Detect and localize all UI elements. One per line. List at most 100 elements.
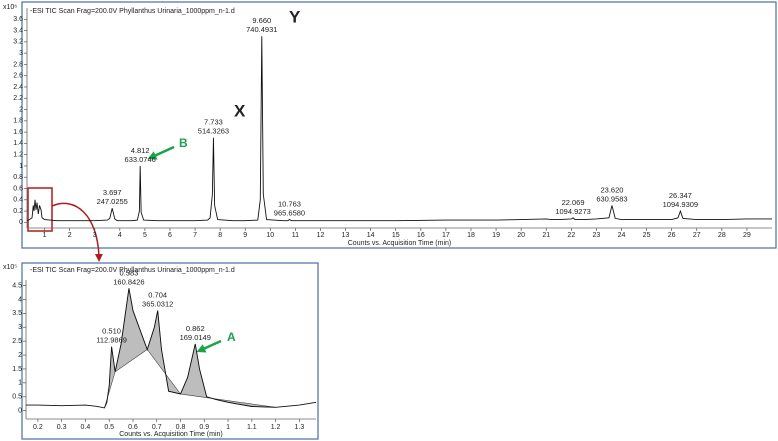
- peak-rt: 22.069: [562, 198, 585, 207]
- x-tick-label: 25: [643, 232, 651, 239]
- y-tick-label: 0.4: [13, 197, 23, 204]
- peak-mz: 633.0746: [125, 155, 156, 164]
- peak-mz: 514.3263: [198, 127, 229, 136]
- peak-mz: 365.0312: [142, 300, 173, 309]
- y-tick-label: 2: [18, 352, 22, 359]
- y-tick-label: 3.6: [13, 16, 23, 23]
- y-tick-label: 3.2: [13, 39, 23, 46]
- x-tick-label: 29: [743, 232, 751, 239]
- callout: Y: [289, 7, 301, 26]
- peak-area: [146, 310, 182, 395]
- peak-mz: 740.4931: [246, 25, 277, 34]
- y-tick-label: 1.8: [13, 118, 23, 125]
- y-tick-label: 3.5: [12, 310, 22, 317]
- peak-mz: 630.9583: [596, 194, 627, 203]
- x-axis-title: Counts vs. Acquisition Time (min): [119, 431, 222, 438]
- y-tick-label: 0.8: [13, 174, 23, 181]
- peak-rt: 10.763: [278, 200, 301, 209]
- x-tick-label: 17: [442, 232, 450, 239]
- x-tick-label: 6: [168, 232, 172, 239]
- x-tick-label: 1: [226, 424, 230, 431]
- x-tick-label: 4: [118, 232, 122, 239]
- x-tick-label: 16: [417, 232, 425, 239]
- x-tick-label: 28: [718, 232, 726, 239]
- x-tick-label: 7: [193, 232, 197, 239]
- x-tick-label: 0.6: [128, 424, 138, 431]
- zoom-box: [27, 187, 53, 232]
- main-frame: [21, 1, 777, 249]
- callout: X: [234, 101, 246, 120]
- x-tick-label: 20: [517, 232, 525, 239]
- peak-rt: 7.733: [204, 118, 223, 127]
- peak-mz: 1094.9273: [555, 207, 590, 216]
- peak-rt: 23.620: [600, 185, 623, 194]
- x-tick-label: 24: [618, 232, 626, 239]
- x-tick-label: 1: [43, 232, 47, 239]
- x-tick-label: 19: [492, 232, 500, 239]
- peak-rt: 9.660: [252, 16, 271, 25]
- chart-title: -ESI TIC Scan Frag=200.0V Phyllanthus Ur…: [30, 267, 235, 274]
- x-tick-label: 0.5: [104, 424, 114, 431]
- x-tick-label: 23: [593, 232, 601, 239]
- y-unit: x10⁶: [3, 4, 17, 11]
- trace: [26, 288, 317, 409]
- x-tick-label: 0.7: [152, 424, 162, 431]
- peak-mz: 112.9869: [96, 336, 127, 345]
- x-tick-label: 12: [317, 232, 325, 239]
- x-tick-label: 14: [367, 232, 375, 239]
- y-tick-label: 2.5: [12, 338, 22, 345]
- y-tick-label: 4: [18, 296, 22, 303]
- peak-mz: 965.6580: [274, 209, 305, 218]
- callout: A: [227, 330, 236, 344]
- y-tick-label: 0: [18, 408, 22, 415]
- y-tick-label: 0.2: [13, 208, 23, 215]
- arrow-a: [196, 339, 222, 353]
- y-tick-label: 4.5: [12, 282, 22, 289]
- peak-rt: 26.347: [669, 191, 692, 200]
- y-tick-label: 0.5: [12, 394, 22, 401]
- y-tick-label: 1.6: [13, 129, 23, 136]
- x-tick-label: 0.9: [199, 424, 209, 431]
- y-tick-label: 3: [18, 324, 22, 331]
- y-tick-label: 1: [18, 380, 22, 387]
- callout: B: [179, 136, 188, 150]
- y-unit: x10⁵: [3, 264, 17, 271]
- y-tick-label: 1.5: [12, 366, 22, 373]
- peak-rt: 0.862: [186, 324, 205, 333]
- y-tick-label: 3: [19, 50, 23, 57]
- peak-mz: 169.0149: [180, 333, 211, 342]
- y-tick-label: 1.2: [13, 152, 23, 159]
- x-tick-label: 27: [693, 232, 701, 239]
- peak-rt: 0.510: [102, 327, 121, 336]
- peak-rt: 4.812: [131, 146, 150, 155]
- y-tick-label: 2.2: [13, 95, 23, 102]
- arrow-b: [147, 145, 175, 160]
- y-tick-label: 1.4: [13, 140, 23, 147]
- peak-mz: 1094.9309: [663, 200, 698, 209]
- x-tick-label: 13: [342, 232, 350, 239]
- y-tick-label: 0: [19, 219, 23, 226]
- x-tick-label: 18: [467, 232, 475, 239]
- x-tick-label: 1.1: [247, 424, 257, 431]
- peak-rt: 3.697: [103, 188, 122, 197]
- x-tick-label: 5: [143, 232, 147, 239]
- x-tick-label: 22: [567, 232, 575, 239]
- peak-mz: 160.8426: [113, 277, 144, 286]
- x-tick-label: 10: [266, 232, 274, 239]
- x-tick-label: 11: [292, 232, 299, 239]
- x-tick-label: 1.2: [271, 424, 281, 431]
- x-tick-label: 1.3: [294, 424, 304, 431]
- y-tick-label: 2: [19, 106, 23, 113]
- trace: [26, 36, 772, 222]
- x-tick-label: 0.8: [176, 424, 186, 431]
- x-tick-label: 9: [243, 232, 247, 239]
- chart-title: -ESI TIC Scan Frag=200.0V Phyllanthus Ur…: [30, 8, 235, 15]
- zoom-arrow: [51, 202, 103, 262]
- peak-mz: 247.0255: [97, 197, 128, 206]
- peak-area: [180, 343, 276, 408]
- peak-rt: 0.583: [120, 268, 139, 277]
- x-tick-label: 2: [68, 232, 72, 239]
- inset-frame: [21, 262, 319, 440]
- y-tick-label: 2.6: [13, 73, 23, 80]
